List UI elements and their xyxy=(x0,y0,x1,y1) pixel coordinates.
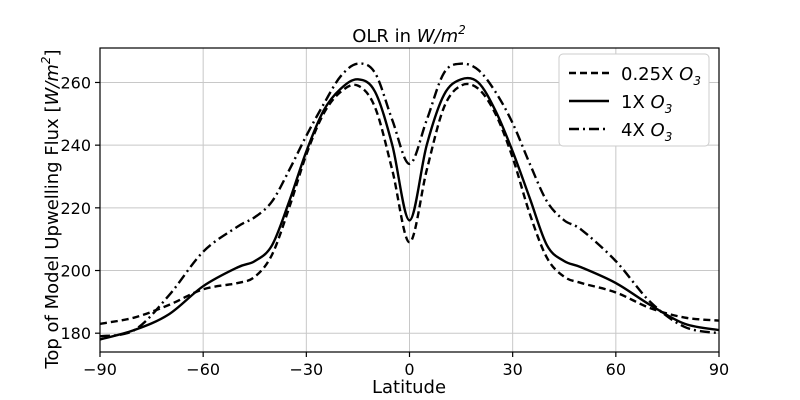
x-axis-label: Latitude xyxy=(372,377,446,398)
x-tick-label: −30 xyxy=(289,360,323,379)
x-tick-label: 30 xyxy=(502,360,522,379)
series-line-2 xyxy=(100,62,719,338)
legend: 0.25X O3 1X O3 4X O3 xyxy=(558,53,710,147)
y-axis-label-close: ] xyxy=(42,49,63,56)
y-axis-label-sup: 2 xyxy=(39,56,53,64)
y-axis-label-math: W/m xyxy=(42,64,63,105)
chart-title: OLR in W/m2 xyxy=(352,23,466,47)
legend-label-0: 0.25X O3 xyxy=(621,64,701,88)
x-tick-label: −90 xyxy=(83,360,117,379)
legend-label-1: 1X O3 xyxy=(621,92,672,116)
y-tick-label: 260 xyxy=(60,73,91,92)
x-tick-label: 90 xyxy=(709,360,729,379)
y-tick-label: 200 xyxy=(60,262,91,281)
chart-title-math: W/m xyxy=(417,26,458,47)
axis-ticks: −90 −60 −30 0 30 60 90 180 200 220 240 260 xyxy=(60,73,729,379)
series-line-0 xyxy=(100,82,719,325)
series-lines xyxy=(100,62,719,341)
legend-box xyxy=(558,53,710,147)
chart-title-text: OLR in xyxy=(352,26,417,47)
legend-label-2: 4X O3 xyxy=(621,120,672,144)
y-tick-label: 180 xyxy=(60,324,91,343)
y-axis-label: Top of Model Upwelling Flux [W/m2] xyxy=(39,49,63,369)
series-line-1 xyxy=(100,76,719,341)
y-tick-label: 220 xyxy=(60,199,91,218)
chart-title-sup: 2 xyxy=(458,23,466,37)
x-tick-label: 0 xyxy=(404,360,414,379)
x-tick-label: −60 xyxy=(186,360,220,379)
x-tick-label: 60 xyxy=(606,360,626,379)
y-tick-label: 240 xyxy=(60,136,91,155)
y-axis-label-text: Top of Model Upwelling Flux [ xyxy=(42,106,63,370)
